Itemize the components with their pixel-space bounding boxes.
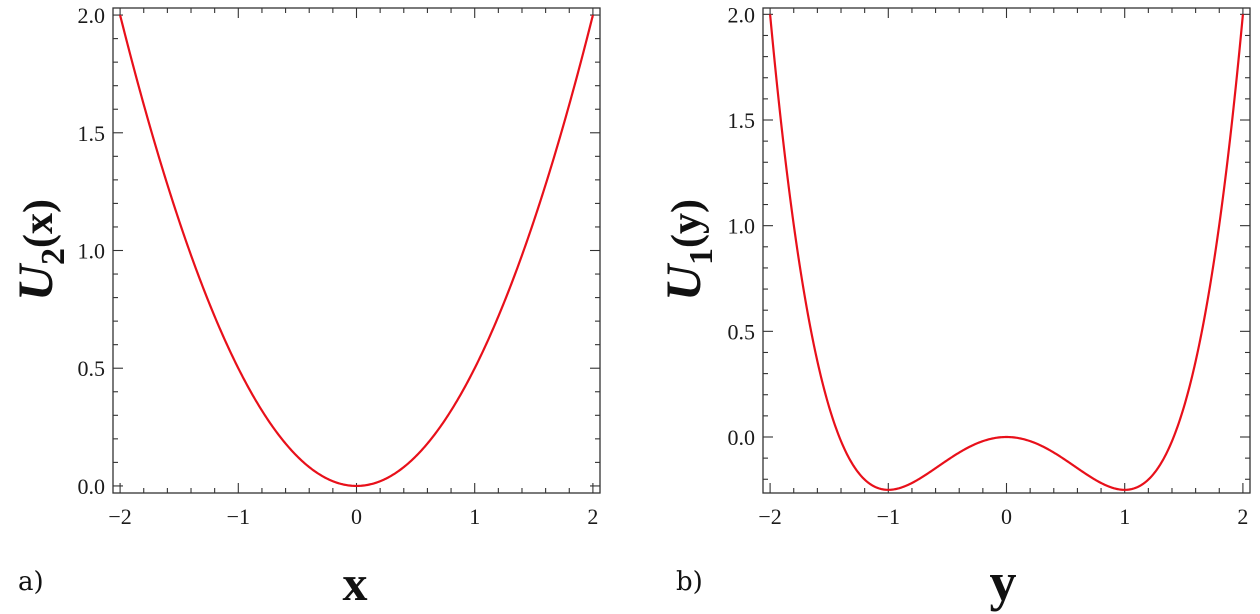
x-tick-label: −1 [877, 504, 900, 529]
panel-label-a: a) [18, 567, 44, 597]
x-tick-label: 2 [1237, 504, 1248, 529]
y-title-arg-a: (x) [16, 199, 62, 248]
x-tick-label: −2 [108, 504, 131, 529]
y-tick-label: 2.0 [78, 3, 106, 28]
x-tick-label: 0 [1001, 504, 1012, 529]
y-tick-label: 0.0 [78, 474, 106, 499]
x-ticks-a: −2 −1 0 1 2 [108, 8, 598, 529]
y-tick-label: 1.0 [78, 239, 106, 264]
y-title-main-a: U [7, 262, 63, 301]
x-tick-label: 2 [587, 504, 598, 529]
y-axis-title-b: U1(y) [655, 199, 720, 301]
y-title-sub-b: 1 [683, 248, 720, 265]
y-tick-label: 0.5 [728, 319, 756, 344]
x-tick-label: 0 [351, 504, 362, 529]
x-ticks-b: −2 −1 0 1 2 [758, 8, 1248, 529]
y-title-sub-a: 2 [35, 248, 72, 265]
y-tick-label: 2.0 [728, 2, 756, 27]
plot-frame-a [112, 7, 601, 494]
y-title-arg-b: (y) [664, 199, 710, 248]
x-axis-title-b: y [990, 552, 1017, 612]
x-tick-label: −2 [758, 504, 781, 529]
y-tick-label: 1.5 [78, 121, 106, 146]
y-tick-label: 0.5 [78, 356, 106, 381]
panel-label-b: b) [676, 567, 703, 597]
y-tick-label: 0.0 [728, 425, 756, 450]
x-tick-label: 1 [1119, 504, 1130, 529]
x-axis-title-a: x [343, 555, 368, 611]
x-tick-label: −1 [227, 504, 250, 529]
panel-b: −2 −1 0 1 2 0.00.51.01.52.0 y U1(y) b) [655, 2, 1251, 612]
curve-u1 [768, 14, 1245, 491]
y-title-main-b: U [655, 262, 711, 301]
y-tick-label: 1.0 [728, 214, 756, 239]
x-tick-label: 1 [469, 504, 480, 529]
y-ticks-a: 0.0 0.5 1.0 1.5 2.0 [78, 3, 600, 499]
y-axis-title-a: U2(x) [7, 199, 72, 301]
panel-a: −2 −1 0 1 2 0.00.51.01.52.0 x U2(x) a) [7, 3, 601, 611]
y-tick-label: 1.5 [728, 108, 756, 133]
curve-u2 [119, 14, 594, 488]
plot-frame-b [762, 7, 1251, 494]
y-ticks-b: 0.0 0.5 1.0 1.5 2.0 [728, 2, 1250, 480]
